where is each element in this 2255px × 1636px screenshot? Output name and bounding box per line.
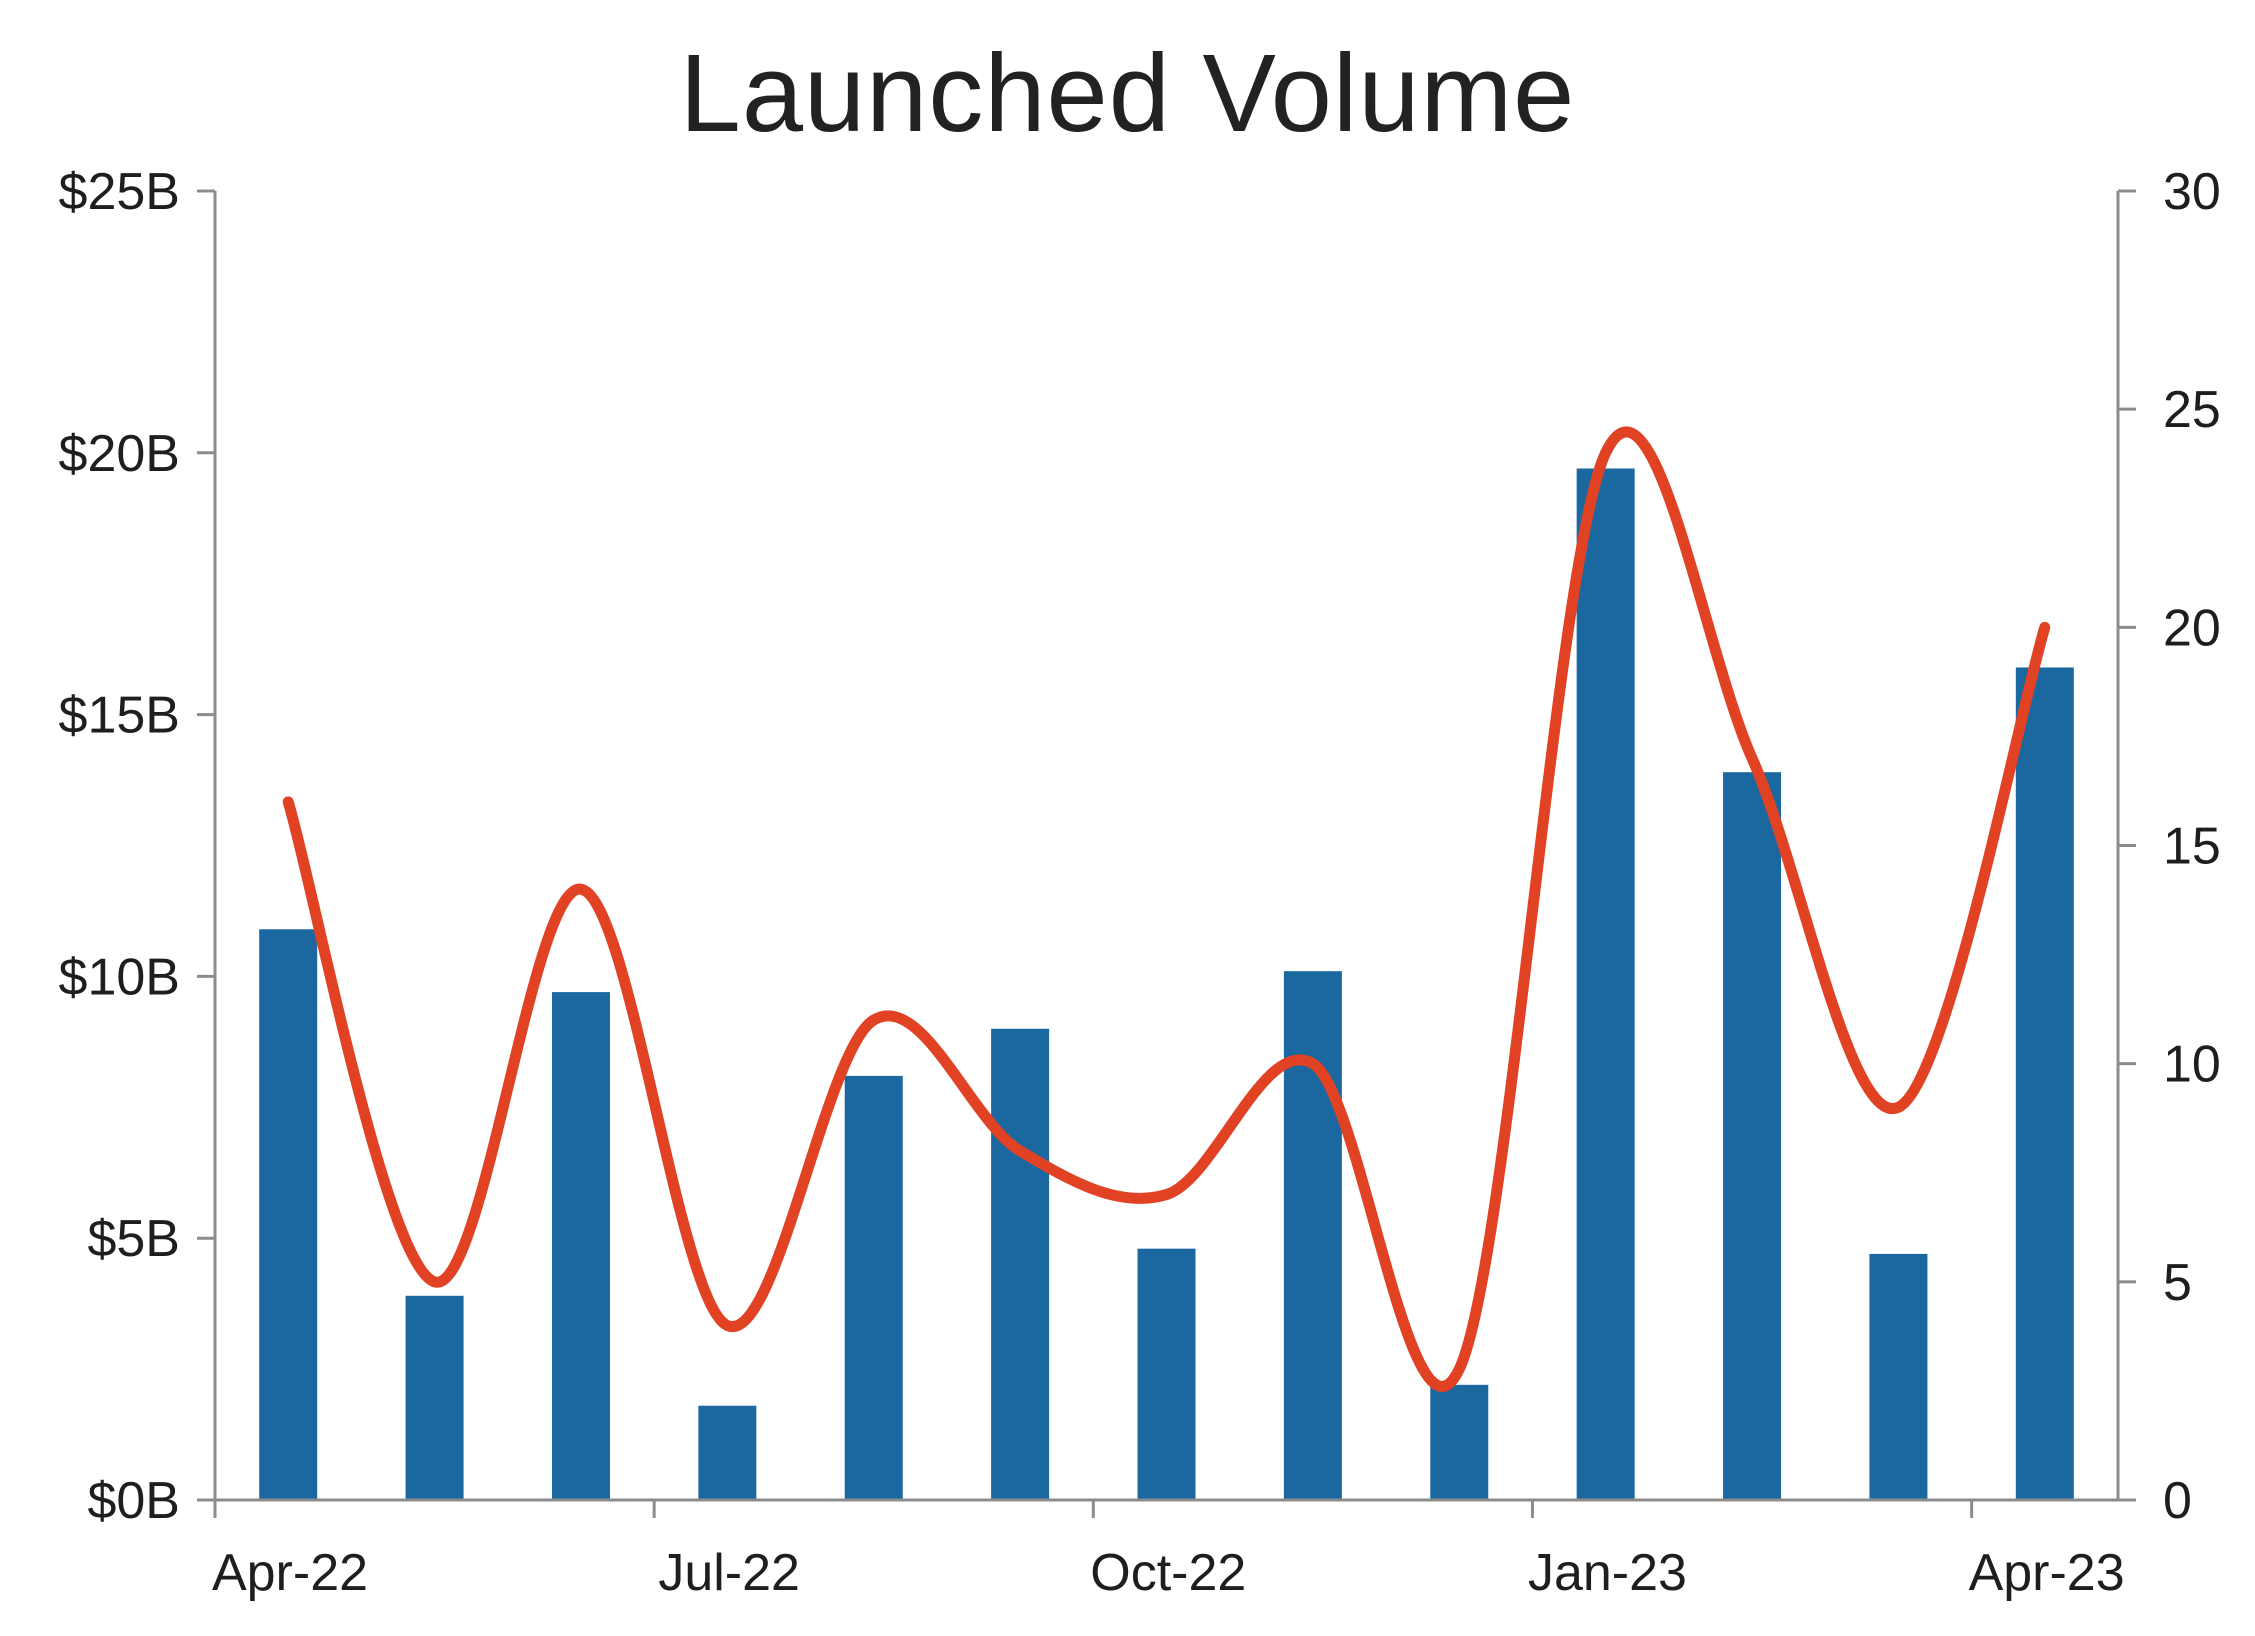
x-axis-tick-label: Jan-23 — [1528, 1544, 1687, 1602]
x-axis-tick-label: Apr-22 — [212, 1544, 368, 1602]
line-series — [282, 426, 2051, 1392]
left-axis-tick-label: $25B — [59, 163, 180, 221]
axes: $0B $5B $10B $15B $20B $25B 0 5 10 15 20 25 30 Apr-22… — [59, 163, 2221, 1602]
bar-Feb-23 — [1723, 772, 1782, 1500]
bar-Mar-23 — [1869, 1253, 1928, 1500]
right-axis-tick-label: 0 — [2163, 1472, 2192, 1530]
x-axis-tick-label: Oct-22 — [1090, 1544, 1246, 1602]
right-axis-tick-label: 5 — [2163, 1254, 2192, 1312]
bar-Apr-22 — [259, 929, 318, 1500]
chart-title: Launched Volume — [679, 32, 1576, 155]
bar-Jul-22 — [698, 1405, 757, 1500]
bar-series — [259, 468, 2074, 1500]
left-axis-tick-label: $5B — [87, 1210, 180, 1268]
bar-Jan-23 — [1576, 468, 1635, 1500]
bar-Jun-22 — [551, 992, 610, 1500]
bar-Nov-22 — [1283, 971, 1342, 1500]
bar-Oct-22 — [1137, 1248, 1196, 1500]
line-path — [282, 426, 2051, 1392]
bar-May-22 — [405, 1295, 464, 1500]
bar-Sep-22 — [991, 1028, 1050, 1500]
left-axis-tick-label: $15B — [59, 687, 180, 745]
right-axis-tick-label: 25 — [2163, 381, 2221, 439]
bar-Dec-22 — [1430, 1384, 1489, 1500]
right-axis-tick-label: 10 — [2163, 1036, 2221, 1094]
left-axis-tick-label: $0B — [87, 1472, 180, 1530]
x-axis-tick-label: Jul-22 — [658, 1544, 800, 1602]
right-axis-tick-label: 15 — [2163, 818, 2221, 876]
x-axis-tick-label: Apr-23 — [1969, 1544, 2125, 1602]
left-axis-tick-label: $10B — [59, 948, 180, 1006]
bar-Apr-23 — [2015, 667, 2074, 1500]
left-axis-tick-label: $20B — [59, 425, 180, 483]
right-axis-tick-label: 30 — [2163, 163, 2221, 221]
right-axis-tick-label: 20 — [2163, 599, 2221, 657]
bar-Aug-22 — [844, 1075, 903, 1500]
